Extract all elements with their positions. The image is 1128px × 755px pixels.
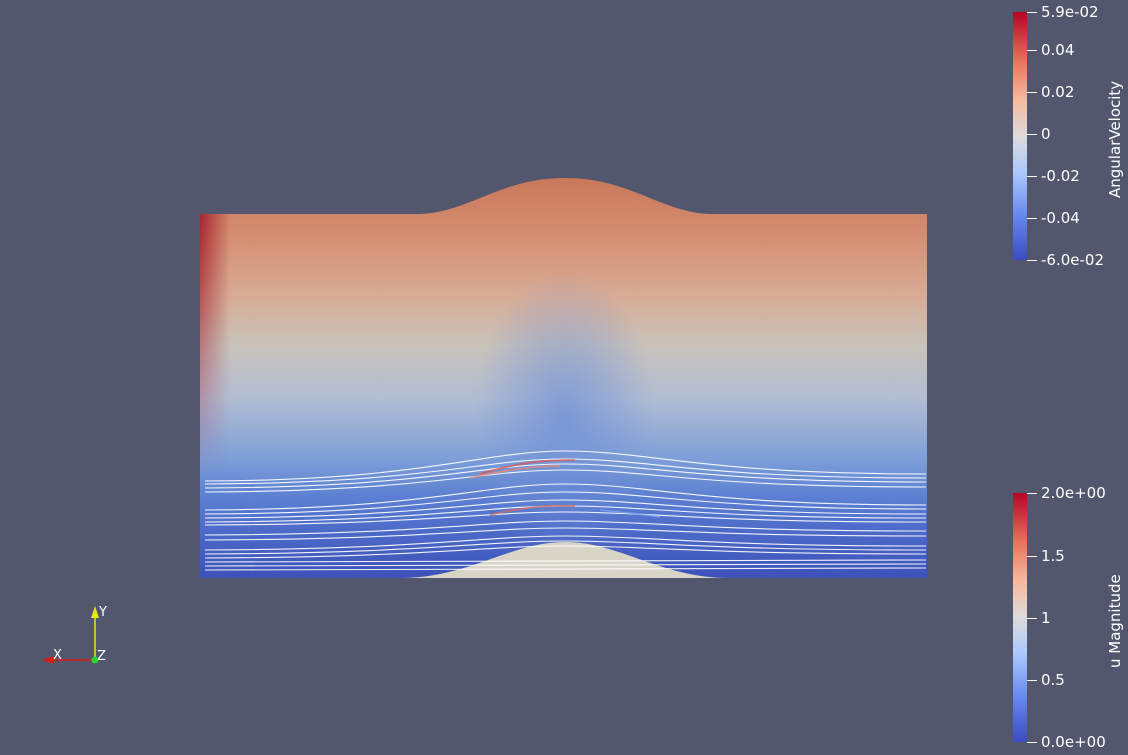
angular-velocity-tick-label: 0.04 xyxy=(1041,41,1075,59)
u-magnitude-legend[interactable]: 2.0e+00 1.5 1 0.5 0.0e+00 u Magnitude xyxy=(0,480,1128,755)
axis-x-arrow xyxy=(42,656,54,664)
streamlines-high-speed xyxy=(469,459,661,518)
u-magnitude-tick-label: 0.5 xyxy=(1041,671,1065,689)
u-magnitude-tick-label: 2.0e+00 xyxy=(1041,484,1106,502)
u-magnitude-legend-title: u Magnitude xyxy=(1106,574,1124,668)
streamlines xyxy=(204,450,927,571)
axis-x-label: X xyxy=(53,648,62,663)
axis-z-marker xyxy=(91,656,99,664)
angular-velocity-legend-title: AngularVelocity xyxy=(1106,80,1124,198)
angular-velocity-tick-label: 0.02 xyxy=(1041,83,1075,101)
inlet-high-velocity-edge xyxy=(200,214,230,474)
u-magnitude-tick-label: 1.5 xyxy=(1041,547,1065,565)
u-magnitude-tick-label: 0.0e+00 xyxy=(1041,733,1106,751)
axis-y-label: Y xyxy=(99,605,107,620)
angular-velocity-color-bar xyxy=(1013,12,1027,260)
axis-y-arrow xyxy=(91,606,99,618)
angular-velocity-tick-label: -0.04 xyxy=(1041,209,1080,227)
angular-velocity-tick-label: -0.02 xyxy=(1041,167,1080,185)
u-magnitude-tick-label: 1 xyxy=(1041,609,1051,627)
u-magnitude-color-bar xyxy=(1013,493,1027,742)
angular-velocity-tick-label: -6.0e-02 xyxy=(1041,251,1104,269)
angular-velocity-legend[interactable]: 5.9e-02 0.04 0.02 0 -0.02 -0.04 -6.0e-02… xyxy=(0,0,1128,280)
orientation-axes xyxy=(42,606,99,664)
axis-z-label: Z xyxy=(97,649,106,664)
low-velocity-core xyxy=(475,270,655,570)
angular-velocity-tick-label: 0 xyxy=(1041,125,1051,143)
angular-velocity-tick-label: 5.9e-02 xyxy=(1041,3,1099,21)
